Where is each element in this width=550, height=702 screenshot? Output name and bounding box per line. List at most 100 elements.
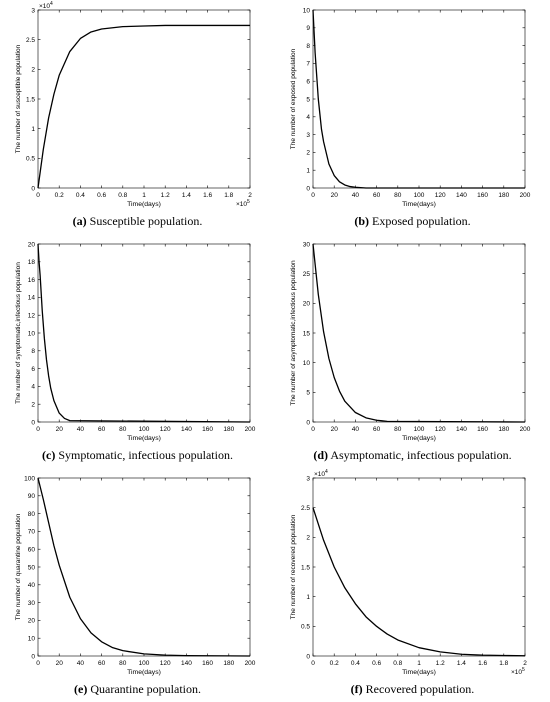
caption-text: Quarantine population. [87, 682, 201, 696]
chart-b: 0 20 40 60 80 100 120 140 160 180 200 0 1 2 3 4 5 6 7 8 9 10 T… [290, 7, 531, 208]
x-axis-label: Time(days) [402, 669, 436, 676]
caption-f: (f) Recovered population. [275, 682, 550, 697]
x-tick-label: 1.4 [457, 660, 466, 667]
caption-text: Recovered population. [362, 682, 475, 696]
caption-d: (d) Asymptomatic, infectious population. [275, 448, 550, 463]
y-tick-label: 8 [306, 43, 310, 50]
caption-text: Symptomatic, infectious population. [55, 448, 233, 462]
x-tick-label: 20 [331, 192, 339, 199]
x-tick-label: 20 [56, 660, 64, 667]
chart-e: 0 20 40 60 80 100 120 140 160 180 200 0 10 20 30 40 50 60… [15, 475, 256, 676]
x-axis-label: Time(days) [127, 669, 161, 676]
y-tick-label: 2.5 [301, 505, 310, 512]
y-tick-label: 30 [303, 241, 311, 248]
plot-frame [37, 9, 251, 189]
y-tick-label: 2 [306, 535, 310, 542]
x-tick-label: 120 [435, 426, 446, 433]
y-tick-label: 20 [303, 301, 311, 308]
x-multiplier: ×105 [511, 667, 525, 676]
x-axis-label: Time(days) [402, 201, 436, 208]
series-line [312, 507, 526, 657]
x-tick-label: 140 [456, 192, 467, 199]
y-tick-label: 50 [28, 564, 36, 571]
x-tick-label: 180 [498, 426, 509, 433]
y-tick-label: 0 [306, 185, 310, 192]
x-tick-label: 1.6 [203, 192, 212, 199]
caption-b: (b) Exposed population. [275, 214, 550, 229]
x-tick-label: 20 [331, 426, 339, 433]
y-tick-label: 10 [303, 7, 311, 14]
y-tick-label: 90 [28, 493, 36, 500]
chart-panel-d: 0 20 40 60 80 100 120 140 160 180 200 0 5 10 15 20 25 30 T… [275, 234, 550, 468]
y-tick-label: 2.5 [26, 37, 35, 44]
x-tick-label: 0.2 [55, 192, 64, 199]
caption-letter: (f) [350, 682, 363, 696]
y-multiplier-exp: 4 [50, 1, 53, 7]
x-tick-label: 0.6 [372, 660, 381, 667]
y-tick-label: 2 [31, 67, 35, 74]
y-tick-label: 18 [28, 259, 36, 266]
x-tick-label: 1.8 [499, 660, 508, 667]
caption-text: Asymptomatic, infectious population. [328, 448, 512, 462]
series-line [37, 24, 250, 189]
x-multiplier: ×105 [236, 199, 250, 208]
y-tick-label: 3 [306, 475, 310, 482]
y-axis-label: The number of recovered population [290, 514, 297, 619]
y-tick-label: 5 [306, 390, 310, 397]
caption-e: (e) Quarantine population. [0, 682, 275, 697]
x-tick-label: 100 [139, 426, 150, 433]
x-axis-label: Time(days) [402, 435, 436, 442]
x-tick-label: 60 [98, 426, 106, 433]
x-tick-label: 0.4 [76, 192, 85, 199]
x-axis-label: Time(days) [127, 435, 161, 442]
y-tick-label: 6 [306, 79, 310, 86]
x-tick-label: 60 [373, 426, 381, 433]
x-tick-label: 40 [77, 660, 85, 667]
x-tick-label: 200 [245, 660, 256, 667]
x-tick-label: 0 [311, 426, 315, 433]
x-tick-label: 100 [139, 660, 150, 667]
x-tick-label: 60 [373, 192, 381, 199]
x-tick-label: 0 [36, 192, 40, 199]
x-tick-label: 200 [520, 192, 531, 199]
x-tick-label: 2 [523, 660, 527, 667]
chart-panel-c: 0 20 40 60 80 100 120 140 160 180 200 0 2 4 6 8 10 12 14 16… [0, 234, 275, 468]
y-tick-label: 0 [31, 419, 35, 426]
x-tick-label: 140 [181, 660, 192, 667]
x-tick-label: 1.2 [436, 660, 445, 667]
x-tick-label: 180 [223, 660, 234, 667]
caption-text: Susceptible population. [86, 214, 203, 228]
y-tick-label: 9 [306, 25, 310, 32]
x-tick-label: 180 [498, 192, 509, 199]
y-axis-label: The number of susceptible population [15, 44, 22, 153]
y-tick-label: 16 [28, 277, 36, 284]
y-tick-label: 0.5 [301, 624, 310, 631]
x-tick-label: 1.6 [478, 660, 487, 667]
y-tick-label: 0 [306, 419, 310, 426]
x-axis-label: Time(days) [127, 201, 161, 208]
series-line [37, 477, 251, 657]
x-multiplier-exp: 5 [247, 199, 250, 205]
y-tick-label: 1.5 [301, 564, 310, 571]
x-tick-label: 40 [352, 192, 360, 199]
x-tick-label: 200 [245, 426, 256, 433]
x-tick-label: 0 [311, 192, 315, 199]
plot-frame [312, 477, 526, 657]
y-tick-label: 80 [28, 511, 36, 518]
series-line [37, 243, 251, 423]
caption-c: (c) Symptomatic, infectious population. [0, 448, 275, 463]
x-tick-label: 80 [119, 660, 127, 667]
caption-letter: (e) [74, 682, 88, 696]
y-tick-label: 20 [28, 618, 36, 625]
x-tick-label: 1.2 [161, 192, 170, 199]
y-tick-label: 25 [303, 271, 311, 278]
plot-frame [312, 243, 526, 423]
y-tick-label: 1 [31, 126, 35, 133]
y-tick-label: 1 [306, 168, 310, 175]
x-tick-label: 140 [181, 426, 192, 433]
x-tick-label: 20 [56, 426, 64, 433]
y-tick-label: 1.5 [26, 96, 35, 103]
y-tick-label: 1 [306, 594, 310, 601]
x-tick-label: 160 [477, 426, 488, 433]
x-tick-label: 120 [160, 660, 171, 667]
